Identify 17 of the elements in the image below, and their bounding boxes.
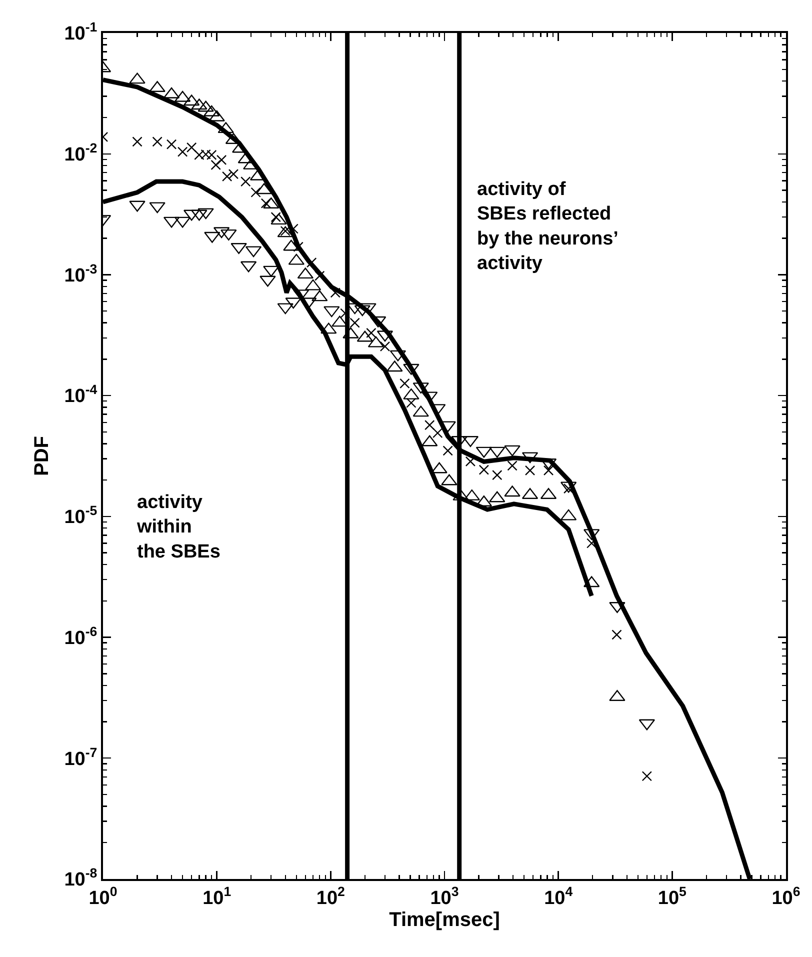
y-tick-label: 10$^{-3}$	[64, 261, 98, 286]
x-tick-label: 10$^{6}$	[772, 884, 800, 909]
y-tick-label: 10$^{-2}$	[64, 140, 98, 166]
y-tick-label: 10$^{-5}$	[64, 503, 98, 528]
y-tick-label: 10$^{-1}$	[64, 20, 98, 45]
x-tick-label: 10$^{2}$	[316, 884, 345, 909]
y-tick-label: 10$^{-7}$	[64, 744, 98, 770]
x-tick-label: 10$^{3}$	[430, 884, 459, 909]
y-tick-label: 10$^{-6}$	[64, 624, 98, 649]
x-axis-title: Time[msec]	[389, 908, 500, 931]
y-axis-title: PDF	[31, 436, 54, 476]
x-tick-label: 10$^{5}$	[658, 884, 688, 909]
x-tick-label: 10$^{4}$	[544, 884, 574, 909]
x-tick-label: 10$^{1}$	[202, 884, 232, 909]
annotation: activity within the SBEs	[136, 492, 220, 562]
y-tick-label: 10$^{-4}$	[64, 382, 98, 408]
annotation: activity of SBEs reflected by the neurons’ activity	[477, 179, 618, 274]
